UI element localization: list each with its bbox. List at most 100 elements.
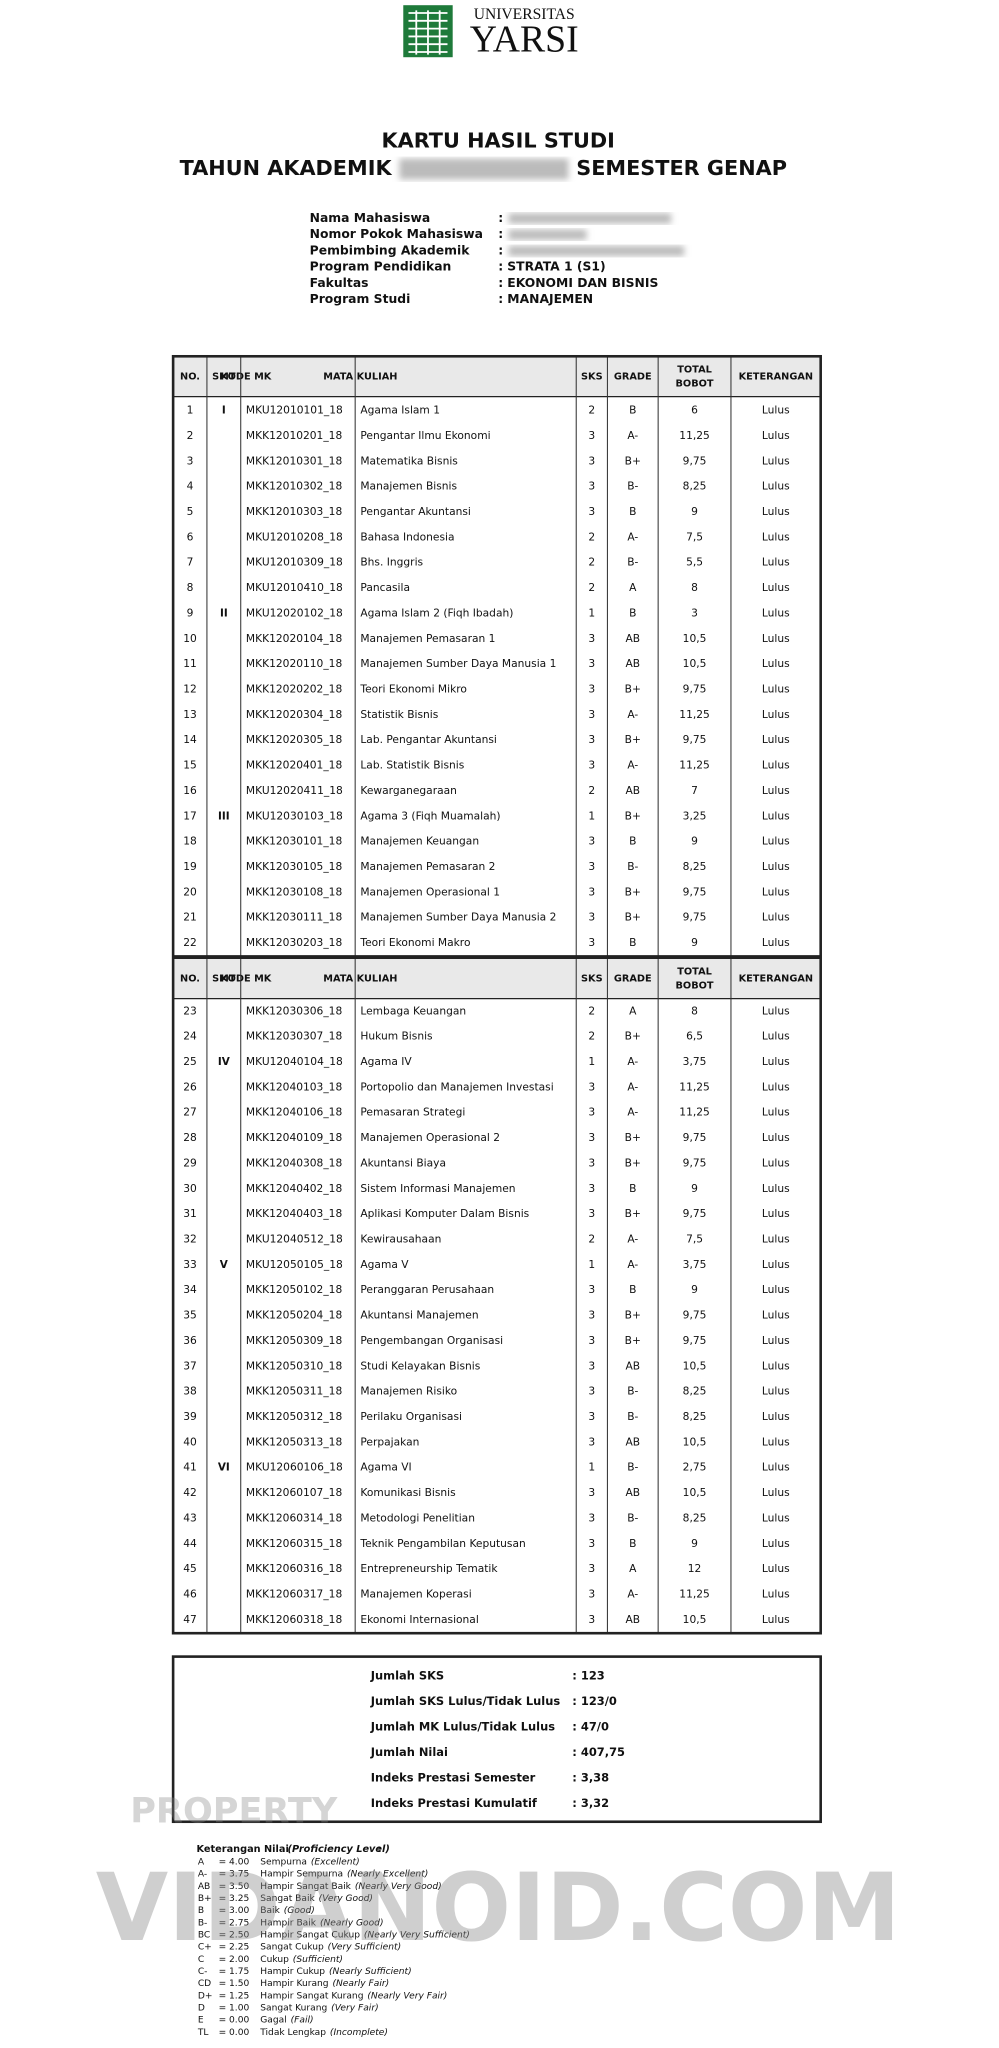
table-cell: 7,5 <box>686 530 703 543</box>
table-cell: 24 <box>183 1030 197 1043</box>
table-cell: Agama Islam 2 (Fiqh Ibadah) <box>360 606 513 619</box>
table-cell: 16 <box>183 784 197 797</box>
table-cell: 1 <box>588 1258 595 1271</box>
table-cell: MKK12060107_18 <box>246 1486 343 1499</box>
table-cell: 11,25 <box>679 429 710 442</box>
logo-bottom: YARSI <box>470 19 579 61</box>
table-cell: 21 <box>183 911 197 924</box>
table-cell: B- <box>627 1385 638 1398</box>
table-cell: 3,25 <box>683 809 707 822</box>
table-cell: 8,25 <box>683 1511 707 1524</box>
table-cell: MKK12050311_18 <box>246 1385 343 1398</box>
table-cell: Lulus <box>762 1030 790 1043</box>
table-cell: Pengantar Akuntansi <box>360 505 471 518</box>
table-cell: MKK12040402_18 <box>246 1182 343 1195</box>
table-cell: Akuntansi Manajemen <box>360 1309 478 1322</box>
table-cell: MKK12020304_18 <box>246 708 343 721</box>
legend-desc-en: (Sufficient) <box>293 1955 343 1965</box>
table-cell: Lembaga Keuangan <box>360 1004 466 1017</box>
legend-title-end: : <box>377 1844 381 1855</box>
table-cell: 2 <box>187 429 194 442</box>
table-cell: Manajemen Pemasaran 2 <box>360 860 495 873</box>
table-cell: MKK12050312_18 <box>246 1410 343 1423</box>
table-cell: Komunikasi Bisnis <box>360 1486 456 1499</box>
table-cell: MKU12040104_18 <box>246 1055 343 1068</box>
table-cell: MKK12030105_18 <box>246 860 343 873</box>
table-cell: Manajemen Risiko <box>360 1385 457 1398</box>
summary-value: : 3,32 <box>572 1796 609 1810</box>
table-cell: 9 <box>691 1182 698 1195</box>
table-cell: Lulus <box>762 530 790 543</box>
legend-equals: = <box>219 1979 227 1989</box>
table-cell: 20 <box>183 885 197 898</box>
table-cell: Manajemen Sumber Daya Manusia 2 <box>360 911 556 924</box>
table-cell: MKU12050105_18 <box>246 1258 343 1271</box>
info-colon: : <box>498 292 503 306</box>
table-cell: 47 <box>183 1613 197 1626</box>
legend-desc: Cukup <box>260 1955 289 1965</box>
table-cell: 10,5 <box>683 632 707 645</box>
table-cell: Lulus <box>762 784 790 797</box>
legend-grade: B- <box>198 1918 208 1928</box>
column-header: BOBOT <box>676 981 714 992</box>
table-cell: MKK12050204_18 <box>246 1309 343 1322</box>
table-cell: 8 <box>187 581 194 594</box>
table-cell: I <box>222 405 226 417</box>
table-cell: 34 <box>183 1283 197 1296</box>
table-cell: MKK12020110_18 <box>246 657 343 670</box>
table-cell: 29 <box>183 1156 197 1169</box>
legend-desc-en: (Nearly Very Fair) <box>367 1991 447 2001</box>
table-cell: 3 <box>588 733 595 746</box>
table-cell: Lulus <box>762 1182 790 1195</box>
table-cell: Metodologi Penelitian <box>360 1511 475 1524</box>
table-cell: 9,75 <box>683 1207 707 1220</box>
table-cell: Pengembangan Organisasi <box>360 1334 503 1347</box>
redacted <box>508 229 587 240</box>
table-cell: MKU12010309_18 <box>246 556 343 569</box>
table-cell: A- <box>627 1106 638 1119</box>
table-cell: B <box>629 505 636 518</box>
table-cell: A- <box>627 429 638 442</box>
legend-desc-en: (Nearly Very Sufficient) <box>364 1931 470 1941</box>
legend-grade: D+ <box>198 1991 213 2001</box>
table-cell: A- <box>627 1233 638 1246</box>
table-cell: 3 <box>588 1080 595 1093</box>
table-cell: Agama Islam 1 <box>360 404 440 417</box>
info-colon: : <box>498 243 503 257</box>
table-cell: Pancasila <box>360 581 410 594</box>
table-cell: Lab. Statistik Bisnis <box>360 759 464 772</box>
table-cell: Lulus <box>762 860 790 873</box>
table-cell: 9,75 <box>683 1334 707 1347</box>
table-cell: Manajemen Pemasaran 1 <box>360 632 495 645</box>
info-value: MANAJEMEN <box>507 292 593 306</box>
legend-point: 2.00 <box>229 1955 249 1965</box>
table-cell: MKK12030307_18 <box>246 1030 343 1043</box>
table-cell: Hukum Bisnis <box>360 1030 433 1043</box>
table-cell: MKU12010208_18 <box>246 530 343 543</box>
table-cell: 3 <box>588 657 595 670</box>
table-cell: Lab. Pengantar Akuntansi <box>360 733 497 746</box>
table-cell: 2 <box>588 784 595 797</box>
table-cell: A- <box>627 1258 638 1271</box>
legend-desc-en: (Nearly Good) <box>320 1918 384 1928</box>
table-cell: 8,25 <box>683 1385 707 1398</box>
table-cell: Manajemen Koperasi <box>360 1588 471 1601</box>
table-cell: 18 <box>183 835 197 848</box>
table-cell: B- <box>627 480 638 493</box>
table-cell: Kewirausahaan <box>360 1233 441 1246</box>
table-cell: 42 <box>183 1486 197 1499</box>
table-cell: Lulus <box>762 911 790 924</box>
table-cell: 8,25 <box>683 1410 707 1423</box>
table-cell: Lulus <box>762 429 790 442</box>
table-cell: 1 <box>588 1461 595 1474</box>
table-cell: A- <box>627 708 638 721</box>
legend-desc-en: (Good) <box>284 1906 315 1916</box>
title-year-label: TAHUN AKADEMIK <box>180 156 393 180</box>
table-cell: 11,25 <box>679 759 710 772</box>
table-cell: AB <box>625 1613 640 1626</box>
legend-desc-en: (Excellent) <box>311 1858 360 1868</box>
table-cell: 19 <box>183 860 197 873</box>
table-cell: MKK12060317_18 <box>246 1588 343 1601</box>
table-cell: IV <box>218 1056 230 1068</box>
table-cell: Lulus <box>762 556 790 569</box>
